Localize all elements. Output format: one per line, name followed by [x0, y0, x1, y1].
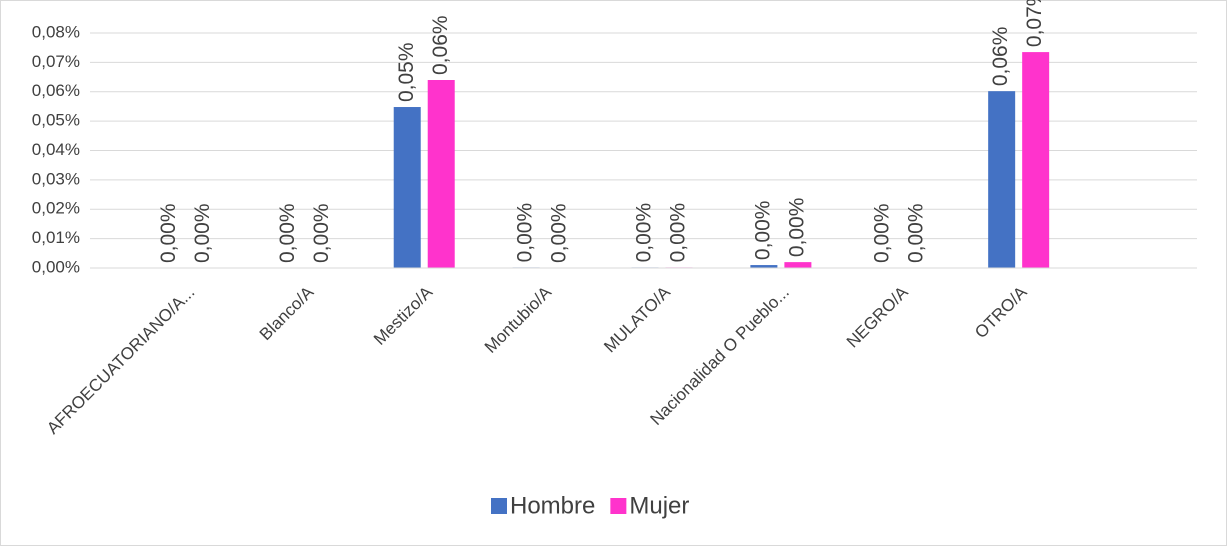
bar — [1022, 52, 1050, 268]
data-label: 0,00% — [548, 203, 571, 263]
data-label: 0,00% — [310, 203, 333, 263]
data-label: 0,00% — [633, 203, 656, 263]
y-tick-label: 0,03% — [32, 169, 80, 188]
data-label: 0,00% — [785, 198, 808, 258]
legend-label: Hombre — [510, 492, 595, 519]
y-tick-label: 0,07% — [32, 52, 80, 71]
y-tick-label: 0,06% — [32, 81, 80, 100]
bar — [988, 91, 1016, 268]
data-label: 0,05% — [395, 42, 418, 102]
data-label: 0,06% — [429, 15, 452, 75]
data-label: 0,06% — [989, 27, 1012, 87]
data-label: 0,00% — [157, 203, 180, 263]
bar — [750, 265, 778, 268]
legend-label: Mujer — [629, 492, 689, 519]
y-tick-label: 0,04% — [32, 140, 80, 159]
bar — [784, 262, 812, 268]
data-label: 0,00% — [667, 203, 690, 263]
y-tick-label: 0,05% — [32, 111, 80, 130]
legend-swatch — [491, 498, 507, 514]
y-tick-label: 0,02% — [32, 199, 80, 218]
data-label: 0,00% — [514, 203, 537, 263]
y-tick-label: 0,01% — [32, 228, 80, 247]
data-label: 0,07% — [1023, 0, 1046, 47]
data-label: 0,00% — [904, 203, 927, 263]
data-label: 0,00% — [751, 201, 774, 261]
bar — [427, 80, 455, 268]
data-label: 0,00% — [191, 203, 214, 263]
y-tick-label: 0,08% — [32, 22, 80, 41]
data-label: 0,00% — [870, 203, 893, 263]
bar — [393, 107, 421, 269]
data-label: 0,00% — [276, 203, 299, 263]
y-tick-label: 0,00% — [32, 257, 80, 276]
legend-swatch — [610, 498, 627, 514]
